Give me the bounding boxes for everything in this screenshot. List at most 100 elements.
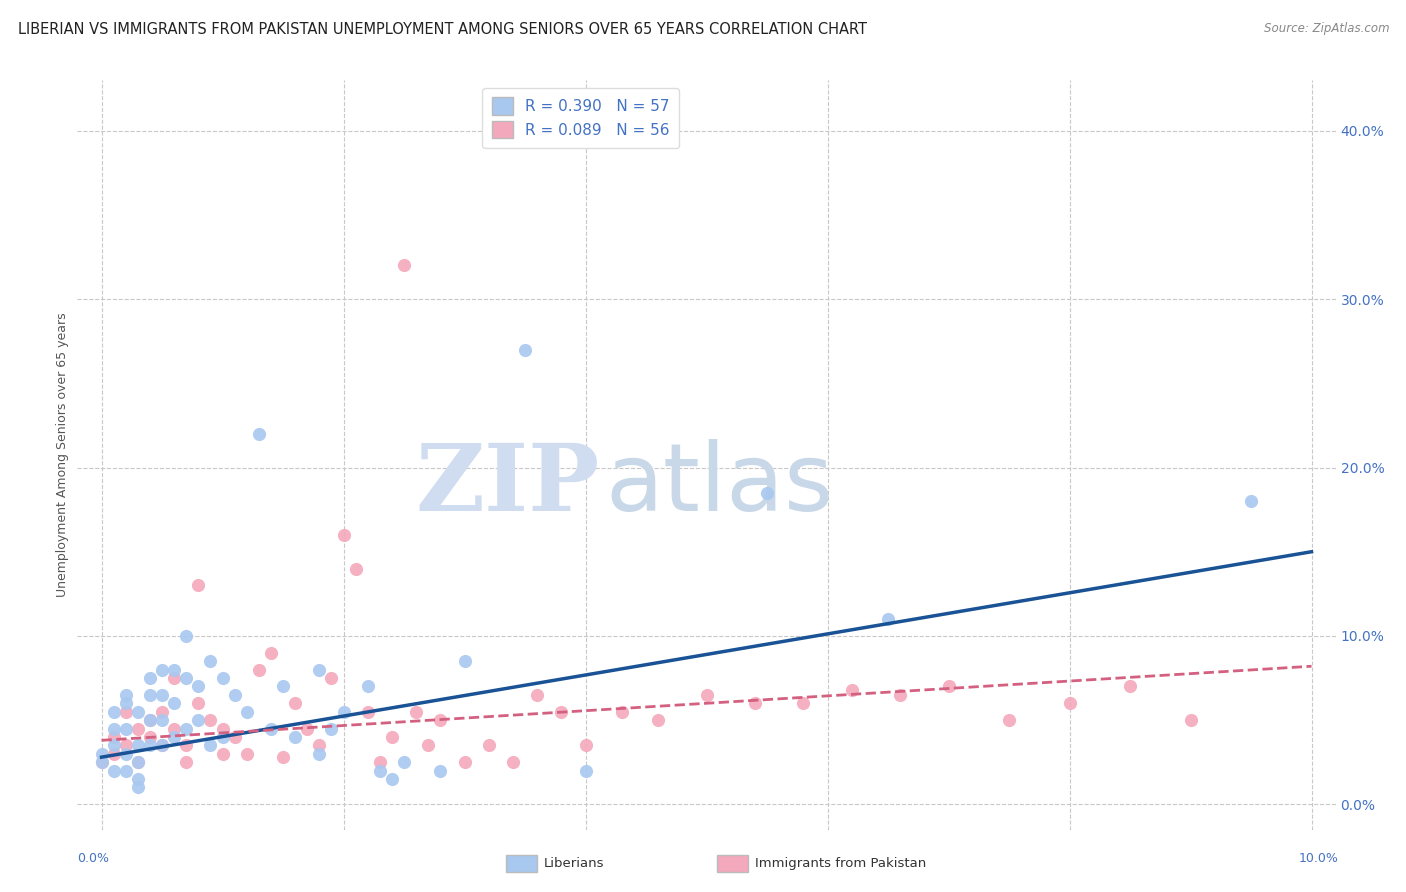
Point bbox=[200, 739, 222, 753]
Point bbox=[139, 713, 162, 727]
Point bbox=[114, 764, 136, 778]
Point bbox=[392, 755, 415, 769]
Text: ZIP: ZIP bbox=[415, 440, 599, 530]
Point bbox=[998, 713, 1021, 727]
Point bbox=[103, 764, 125, 778]
Point bbox=[841, 682, 863, 697]
Point bbox=[1059, 696, 1081, 710]
Point bbox=[429, 764, 451, 778]
Point bbox=[187, 680, 209, 694]
Point bbox=[103, 730, 125, 744]
Point bbox=[114, 696, 136, 710]
Point bbox=[332, 705, 354, 719]
Point bbox=[429, 713, 451, 727]
Point bbox=[696, 688, 718, 702]
Point bbox=[224, 688, 246, 702]
Point bbox=[357, 705, 380, 719]
Point bbox=[235, 747, 257, 761]
Point bbox=[127, 772, 149, 786]
Point bbox=[127, 722, 149, 736]
Point bbox=[744, 696, 766, 710]
Point bbox=[284, 696, 307, 710]
Point bbox=[357, 680, 380, 694]
Point bbox=[139, 730, 162, 744]
Point bbox=[224, 730, 246, 744]
Legend: R = 0.390   N = 57, R = 0.089   N = 56: R = 0.390 N = 57, R = 0.089 N = 56 bbox=[482, 88, 679, 148]
Point bbox=[127, 755, 149, 769]
Point bbox=[114, 705, 136, 719]
Point bbox=[90, 755, 112, 769]
Point bbox=[405, 705, 427, 719]
Point bbox=[271, 750, 294, 764]
Point bbox=[187, 578, 209, 592]
Point bbox=[163, 722, 186, 736]
Text: LIBERIAN VS IMMIGRANTS FROM PAKISTAN UNEMPLOYMENT AMONG SENIORS OVER 65 YEARS CO: LIBERIAN VS IMMIGRANTS FROM PAKISTAN UNE… bbox=[18, 22, 868, 37]
Point bbox=[139, 688, 162, 702]
Text: Liberians: Liberians bbox=[544, 857, 605, 870]
Point bbox=[260, 722, 283, 736]
Point bbox=[211, 722, 233, 736]
Point bbox=[271, 680, 294, 694]
Point bbox=[114, 688, 136, 702]
Point bbox=[381, 730, 404, 744]
Point bbox=[235, 705, 257, 719]
Point bbox=[127, 755, 149, 769]
Point bbox=[174, 629, 197, 643]
Point bbox=[90, 755, 112, 769]
Text: Immigrants from Pakistan: Immigrants from Pakistan bbox=[755, 857, 927, 870]
Point bbox=[344, 561, 367, 575]
Point bbox=[150, 739, 173, 753]
Point bbox=[211, 730, 233, 744]
Point bbox=[1180, 713, 1202, 727]
Point bbox=[321, 671, 343, 685]
Point bbox=[127, 739, 149, 753]
Point bbox=[453, 654, 475, 668]
Point bbox=[308, 739, 330, 753]
Y-axis label: Unemployment Among Seniors over 65 years: Unemployment Among Seniors over 65 years bbox=[56, 312, 69, 598]
Point bbox=[526, 688, 548, 702]
Point bbox=[174, 671, 197, 685]
Point bbox=[103, 705, 125, 719]
Point bbox=[938, 680, 960, 694]
Point bbox=[90, 747, 112, 761]
Point bbox=[211, 747, 233, 761]
Point bbox=[368, 764, 391, 778]
Point bbox=[200, 713, 222, 727]
Point bbox=[1119, 680, 1142, 694]
Point bbox=[139, 713, 162, 727]
Point bbox=[247, 663, 270, 677]
Point bbox=[610, 705, 633, 719]
Point bbox=[308, 663, 330, 677]
Point bbox=[163, 730, 186, 744]
Point bbox=[260, 646, 283, 660]
Point bbox=[174, 755, 197, 769]
Point bbox=[550, 705, 572, 719]
Point bbox=[127, 705, 149, 719]
Point bbox=[127, 780, 149, 795]
Point bbox=[321, 722, 343, 736]
Point bbox=[200, 654, 222, 668]
Point bbox=[114, 747, 136, 761]
Point bbox=[308, 747, 330, 761]
Point bbox=[647, 713, 669, 727]
Text: atlas: atlas bbox=[606, 439, 834, 531]
Point bbox=[139, 739, 162, 753]
Point bbox=[418, 739, 440, 753]
Point bbox=[150, 713, 173, 727]
Point bbox=[150, 688, 173, 702]
Point bbox=[381, 772, 404, 786]
Point bbox=[174, 722, 197, 736]
Point bbox=[114, 739, 136, 753]
Point bbox=[453, 755, 475, 769]
Point bbox=[513, 343, 536, 357]
Point bbox=[297, 722, 319, 736]
Point bbox=[103, 747, 125, 761]
Point bbox=[792, 696, 814, 710]
Point bbox=[502, 755, 524, 769]
Point bbox=[114, 722, 136, 736]
Point bbox=[187, 713, 209, 727]
Point bbox=[139, 671, 162, 685]
Point bbox=[174, 739, 197, 753]
Point bbox=[211, 671, 233, 685]
Point bbox=[247, 426, 270, 441]
